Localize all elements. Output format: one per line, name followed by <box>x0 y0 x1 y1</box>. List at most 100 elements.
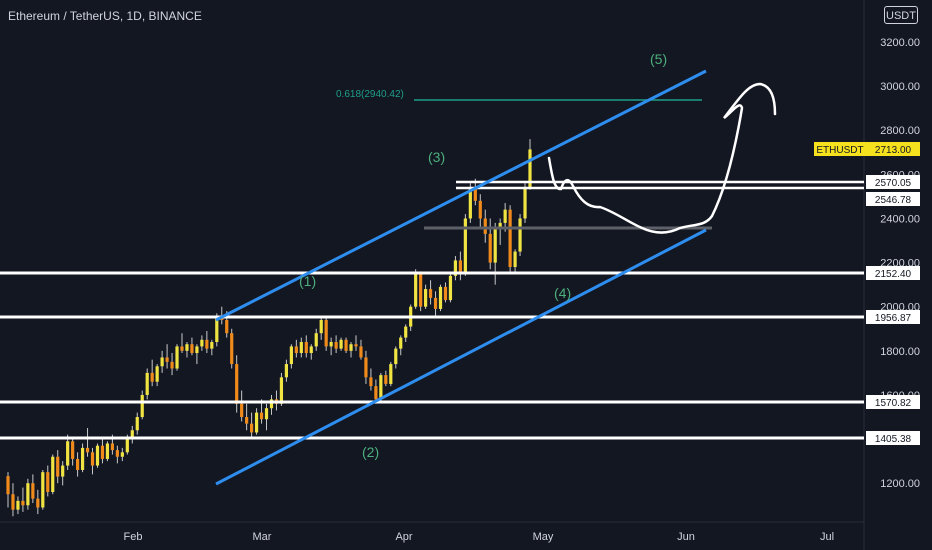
candle-body-41 <box>210 342 214 349</box>
candle-body-38 <box>195 346 199 354</box>
candle-body-14 <box>76 458 80 470</box>
level-tag-box-4 <box>866 395 920 409</box>
candle-body-96 <box>483 218 487 234</box>
candle-body-7 <box>41 472 45 508</box>
candle-body-65 <box>329 342 333 347</box>
candle-body-55 <box>279 377 284 404</box>
candle-body-3 <box>21 500 25 506</box>
candle-89 <box>448 273 453 303</box>
candle-47 <box>240 390 244 422</box>
candle-35 <box>180 333 184 354</box>
level-tag-box-0 <box>866 175 920 189</box>
candle-body-12 <box>66 441 70 466</box>
candle-88 <box>443 282 448 303</box>
candle-body-13 <box>71 441 75 459</box>
candle-body-83 <box>419 273 423 307</box>
candle-55 <box>279 372 284 406</box>
current-price-tag[interactable]: ETHUSDT 2713.00 <box>814 142 920 156</box>
candle-body-15 <box>80 447 85 470</box>
level-tag-1: 2546.78 <box>875 195 912 206</box>
candle-86 <box>433 291 438 316</box>
candle-body-71 <box>359 346 363 358</box>
candle-66 <box>334 335 338 354</box>
candle-body-43 <box>220 317 224 320</box>
candle-45 <box>230 328 234 369</box>
currency-button[interactable]: USDT <box>884 6 918 24</box>
candle-body-79 <box>399 337 403 349</box>
candle-body-60 <box>304 342 308 354</box>
candle-8 <box>46 465 50 497</box>
candle-59 <box>299 337 303 358</box>
candle-2 <box>16 496 20 515</box>
wave-label-2: (2) <box>362 444 379 460</box>
candle-body-8 <box>46 472 50 493</box>
candle-body-63 <box>319 319 323 334</box>
candle-body-97 <box>488 233 492 263</box>
candle-body-26 <box>135 417 139 431</box>
candle-body-74 <box>374 386 378 400</box>
candle-body-76 <box>384 375 388 384</box>
candle-22 <box>115 445 119 464</box>
candle-body-78 <box>394 348 398 365</box>
candle-body-68 <box>344 339 348 351</box>
candle-17 <box>90 447 95 475</box>
candle-body-28 <box>145 372 149 395</box>
level-tag-2: 2152.40 <box>875 269 912 280</box>
candle-28 <box>145 368 149 400</box>
candle-body-47 <box>240 403 244 418</box>
candle-25 <box>130 425 134 444</box>
current-symbol-box <box>814 142 866 156</box>
candle-96 <box>483 209 487 243</box>
candle-body-40 <box>205 339 209 349</box>
candle-body-86 <box>433 297 438 309</box>
candle-104 <box>523 183 527 223</box>
candle-65 <box>329 337 333 356</box>
candle-84 <box>424 284 428 309</box>
x-tick-may: May <box>533 531 554 543</box>
channel-lower-line[interactable] <box>215 228 707 486</box>
candle-76 <box>384 370 388 387</box>
candle-body-46 <box>235 364 239 404</box>
candle-body-35 <box>180 346 184 351</box>
candle-83 <box>419 271 423 312</box>
candle-body-94 <box>473 187 477 201</box>
candle-56 <box>284 359 288 382</box>
candle-body-22 <box>115 450 119 457</box>
time-axis-ticks: Feb Mar Apr May Jun Jul <box>124 531 835 543</box>
level-tag-0: 2570.05 <box>875 178 912 189</box>
candle-body-56 <box>284 364 288 378</box>
level-tag-box-1 <box>866 192 920 206</box>
candle-29 <box>150 359 154 387</box>
y-tick-0: 1200.00 <box>880 478 920 490</box>
candle-71 <box>359 339 363 360</box>
candle-9 <box>51 454 55 495</box>
chart-title: Ethereum / TetherUS, 1D, BINANCE <box>8 9 202 23</box>
candle-body-10 <box>56 456 60 477</box>
candle-50 <box>254 408 259 435</box>
level-tag-5: 1405.38 <box>875 434 912 445</box>
candle-41 <box>210 339 214 356</box>
y-tick-3: 1800.00 <box>880 346 920 358</box>
candle-57 <box>289 344 293 369</box>
level-tag-box-3 <box>866 310 920 324</box>
candle-body-72 <box>364 357 368 378</box>
projection-path[interactable] <box>547 82 777 234</box>
candle-body-67 <box>339 339 343 349</box>
candle-body-27 <box>140 394 144 418</box>
candle-70 <box>354 335 358 351</box>
channel-upper-line[interactable] <box>215 69 707 322</box>
candle-body-45 <box>230 333 234 365</box>
candle-body-36 <box>185 344 189 351</box>
candle-48 <box>245 403 249 431</box>
candle-23 <box>120 447 124 462</box>
candle-12 <box>66 434 70 470</box>
candle-77 <box>389 361 393 387</box>
current-symbol-label: ETHUSDT <box>816 145 863 156</box>
candle-18 <box>95 443 100 468</box>
candle-0 <box>6 472 10 508</box>
candle-40 <box>205 330 209 354</box>
candle-79 <box>399 335 403 356</box>
candle-91 <box>458 251 462 281</box>
